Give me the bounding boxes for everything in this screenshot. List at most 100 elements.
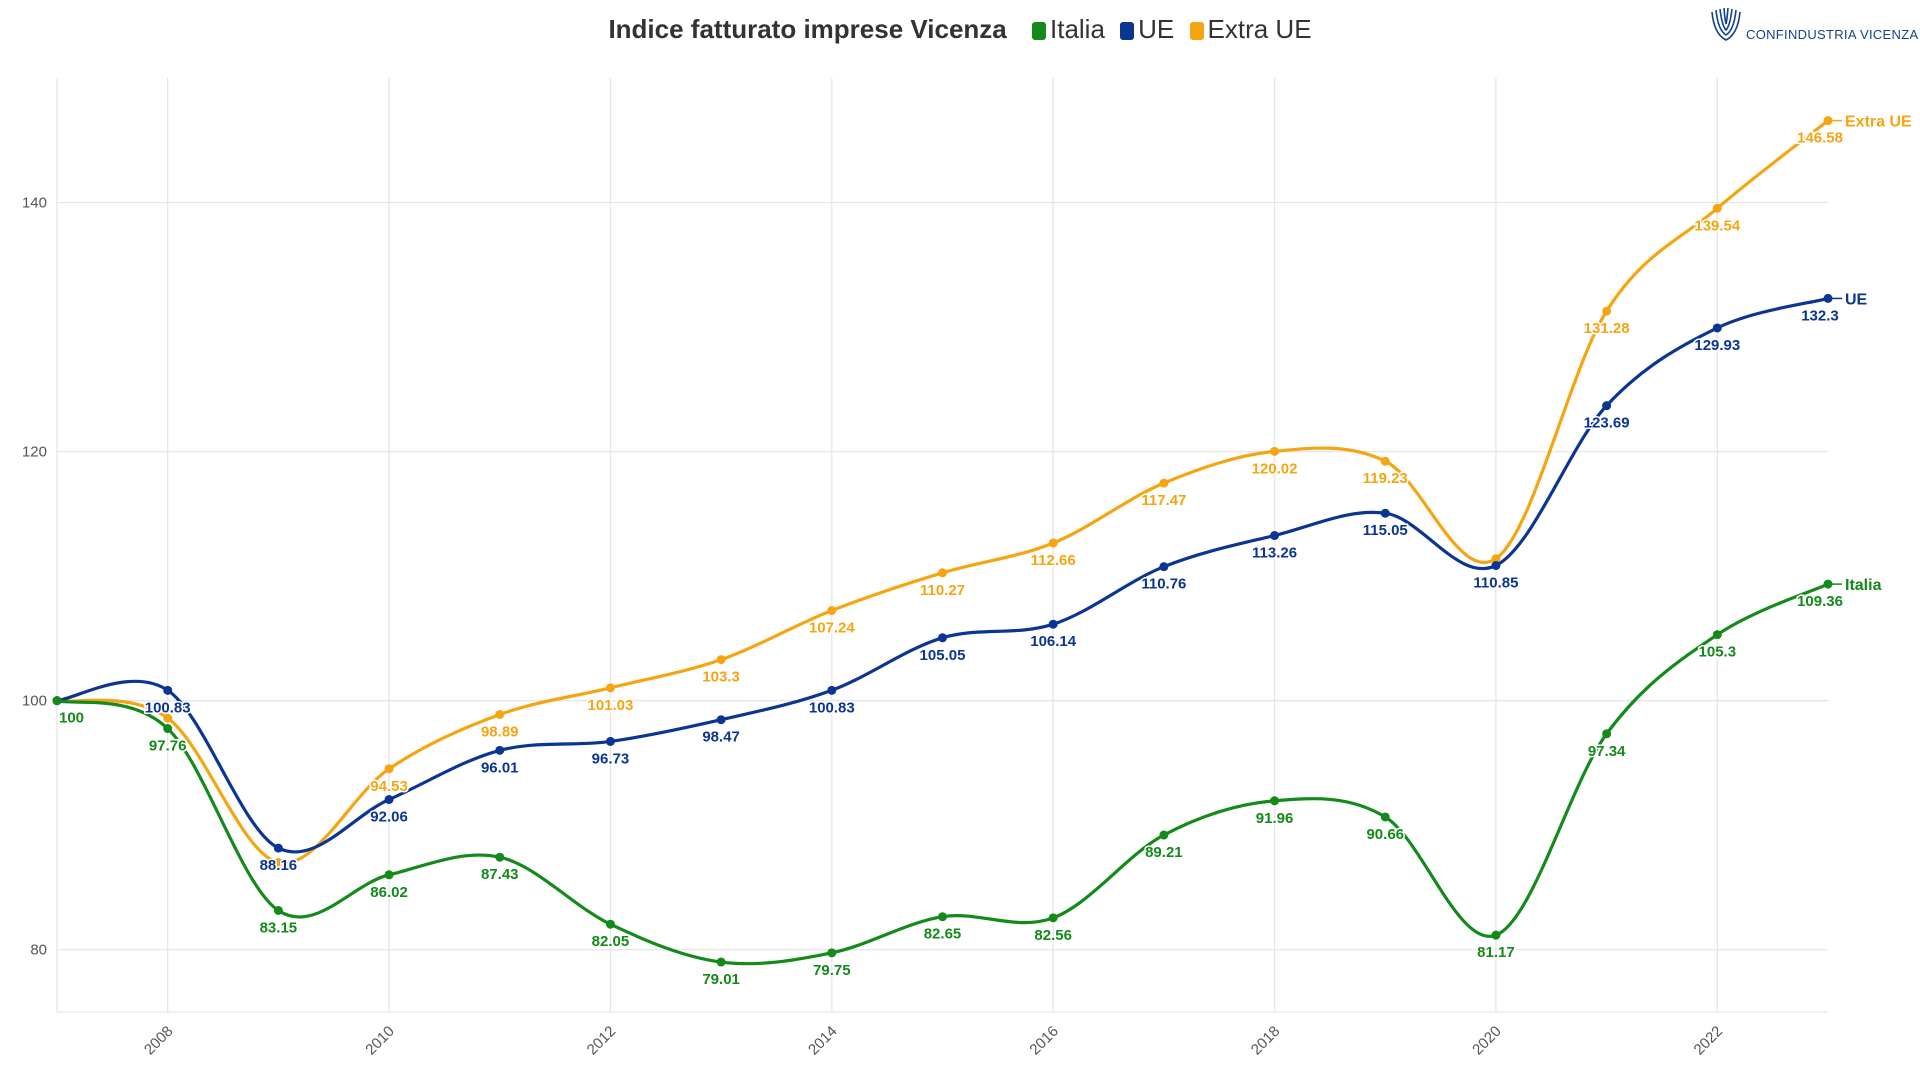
data-label-italia: 82.56	[1034, 927, 1072, 944]
chart-axes: 80 100 120 140 2008 2010 2012 2014 2016 2018 2020 2…	[22, 78, 1828, 1058]
data-label-italia: 83.15	[260, 920, 298, 937]
data-point-extra-ue	[495, 709, 505, 719]
chart-data-labels: 94.53 98.89 101.03 103.3 107.24 110.27 112.66 1…	[58, 114, 1913, 990]
data-label-ue: 92.06	[370, 809, 408, 826]
series-end-label-italia: Italia	[1845, 577, 1882, 594]
data-point-extra-ue	[1823, 116, 1833, 126]
data-label-ue: 100.83	[809, 699, 855, 716]
data-point-italia	[1823, 579, 1833, 589]
legend-swatch-ue	[1120, 22, 1135, 40]
data-label-ue: 129.93	[1694, 337, 1740, 354]
legend-label-ue: UE	[1138, 14, 1175, 44]
data-point-extra-ue	[1048, 538, 1058, 548]
data-point-italia	[52, 696, 62, 706]
chart-title: Indice fatturato imprese Vicenza	[608, 14, 1007, 44]
data-point-ue	[1491, 561, 1501, 571]
data-label-ue: 106.14	[1030, 633, 1077, 650]
series-end-label-extra-ue: Extra UE	[1845, 114, 1912, 131]
data-point-italia	[1159, 830, 1169, 840]
data-label-italia: 109.36	[1797, 593, 1843, 610]
data-point-ue	[495, 745, 505, 755]
x-tick-label: 2016	[1026, 1023, 1062, 1059]
data-label-extra-ue: 112.66	[1031, 552, 1076, 569]
legend-swatch-extra-ue	[1189, 22, 1204, 40]
y-tick-label: 100	[22, 693, 47, 710]
data-label-extra-ue: 139.54	[1694, 217, 1741, 234]
data-label-italia: 87.43	[481, 866, 519, 883]
data-label-extra-ue: 94.53	[370, 778, 408, 795]
data-point-extra-ue	[1159, 478, 1169, 488]
x-tick-label: 2022	[1691, 1023, 1727, 1059]
data-point-extra-ue	[1270, 446, 1280, 456]
data-label-extra-ue: 131.28	[1584, 320, 1630, 337]
data-label-extra-ue: 146.58	[1797, 130, 1843, 147]
data-point-ue	[1159, 562, 1169, 572]
data-point-italia	[384, 870, 394, 880]
x-tick-label: 2018	[1248, 1023, 1284, 1059]
legend-label-italia: Italia	[1050, 14, 1105, 44]
logo-text: CONFINDUSTRIA VICENZA	[1746, 27, 1919, 42]
data-label-ue: 110.85	[1473, 575, 1518, 592]
data-label-italia: 79.75	[813, 962, 851, 979]
chart-grid	[57, 78, 1828, 1012]
confindustria-logo[interactable]: CONFINDUSTRIA VICENZA	[1708, 6, 1918, 46]
series-line-italia	[56, 582, 1829, 966]
data-label-extra-ue: 101.03	[587, 697, 633, 714]
data-label-extra-ue: 120.02	[1252, 460, 1298, 477]
data-label-ue: 132.3	[1801, 307, 1839, 324]
series-line-extra-ue	[56, 119, 1829, 865]
data-point-ue	[384, 795, 394, 805]
data-label-extra-ue: 107.24	[809, 620, 856, 637]
data-point-extra-ue	[827, 606, 837, 616]
data-label-ue: 115.05	[1363, 522, 1408, 539]
data-label-italia: 97.34	[1588, 743, 1626, 760]
data-label-ue: 88.16	[260, 857, 298, 874]
data-point-italia	[1491, 930, 1501, 940]
data-point-italia	[1602, 729, 1612, 739]
data-point-extra-ue	[938, 568, 947, 578]
x-tick-label: 2008	[141, 1023, 177, 1059]
series-end-label-ue: UE	[1845, 291, 1868, 308]
x-tick-label: 2014	[805, 1023, 841, 1059]
data-label-extra-ue: 119.23	[1363, 470, 1408, 487]
data-point-ue	[1380, 508, 1390, 518]
data-label-ue: 100.83	[145, 699, 191, 716]
data-label-italia: 100	[59, 710, 84, 727]
legend-label-extra-ue: Extra UE	[1207, 14, 1312, 44]
data-point-ue	[1270, 531, 1280, 541]
data-point-ue	[605, 736, 615, 746]
data-point-italia	[716, 957, 726, 967]
data-point-italia	[938, 912, 947, 922]
y-tick-label: 140	[22, 195, 47, 212]
data-label-italia: 79.01	[702, 971, 740, 988]
legend-item-ue[interactable]: UE	[1120, 14, 1174, 45]
data-point-extra-ue	[163, 713, 173, 723]
legend-swatch-italia	[1032, 22, 1046, 40]
data-point-ue	[163, 685, 173, 695]
data-point-italia	[827, 948, 837, 958]
data-point-extra-ue	[1491, 554, 1501, 564]
data-point-ue	[827, 685, 837, 695]
data-point-italia	[495, 852, 505, 862]
x-tick-label: 2020	[1469, 1023, 1505, 1059]
data-point-extra-ue	[1602, 306, 1612, 316]
data-point-ue	[938, 633, 947, 643]
data-point-extra-ue	[1380, 456, 1390, 466]
data-point-italia	[605, 919, 615, 929]
data-label-ue: 96.01	[481, 759, 519, 776]
data-point-italia	[1380, 812, 1390, 822]
data-point-italia	[163, 724, 173, 734]
data-label-ue: 98.47	[702, 729, 740, 746]
data-point-ue	[1712, 323, 1722, 333]
legend-item-extra-ue[interactable]: Extra UE	[1189, 14, 1312, 45]
y-tick-label: 80	[30, 942, 47, 959]
data-point-italia	[1048, 913, 1058, 923]
data-point-extra-ue	[716, 655, 726, 665]
data-label-ue: 105.05	[920, 647, 966, 664]
data-label-ue: 113.26	[1252, 545, 1297, 562]
legend-item-italia[interactable]: Italia	[1032, 14, 1105, 45]
data-label-ue: 110.76	[1141, 576, 1186, 593]
data-point-ue	[1823, 293, 1833, 303]
x-tick-label: 2010	[362, 1023, 398, 1059]
